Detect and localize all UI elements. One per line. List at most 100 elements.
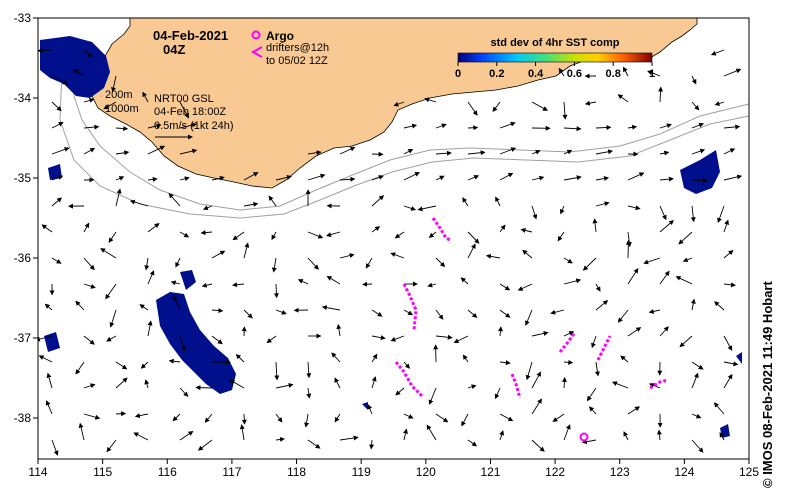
current-vector bbox=[243, 242, 250, 259]
current-vector bbox=[75, 300, 85, 311]
current-vector bbox=[690, 205, 696, 223]
current-vector bbox=[197, 439, 213, 451]
current-vector bbox=[714, 101, 725, 106]
current-vector bbox=[232, 282, 245, 288]
current-vector bbox=[595, 176, 609, 181]
current-vector bbox=[595, 283, 601, 292]
current-vector bbox=[179, 176, 190, 182]
drifter-track bbox=[558, 331, 577, 353]
y-tick-label: -33 bbox=[14, 11, 32, 25]
current-vector bbox=[403, 428, 408, 441]
current-vector bbox=[106, 439, 117, 453]
current-vector bbox=[371, 226, 381, 233]
current-vector bbox=[72, 68, 85, 77]
current-vector bbox=[485, 253, 501, 259]
current-vector bbox=[558, 67, 565, 77]
current-vector bbox=[617, 309, 629, 323]
current-vector bbox=[428, 387, 437, 405]
current-vector bbox=[307, 257, 319, 270]
current-vector bbox=[334, 413, 341, 423]
current-vector bbox=[659, 219, 674, 233]
current-vector bbox=[581, 439, 597, 445]
current-vector bbox=[115, 150, 130, 156]
current-vector bbox=[499, 121, 516, 129]
contour-label-200m: 200m bbox=[105, 89, 133, 101]
current-vector bbox=[557, 231, 565, 242]
current-vector bbox=[462, 354, 469, 363]
current-vector bbox=[211, 335, 223, 345]
current-vector bbox=[627, 268, 639, 285]
current-vector bbox=[531, 398, 542, 415]
current-vector bbox=[51, 439, 59, 456]
current-vector bbox=[435, 150, 452, 156]
x-tick-label: 120 bbox=[416, 465, 436, 479]
current-vector bbox=[592, 218, 598, 233]
current-vector bbox=[142, 91, 149, 103]
current-vector bbox=[106, 335, 117, 342]
current-vector bbox=[403, 309, 414, 316]
current-vector bbox=[83, 383, 96, 389]
current-vector bbox=[179, 231, 190, 238]
plot-frame bbox=[37, 17, 750, 460]
current-vector bbox=[620, 355, 629, 363]
current-vector bbox=[627, 124, 638, 130]
drifter-track bbox=[596, 335, 612, 361]
current-vector bbox=[271, 231, 277, 241]
current-vector bbox=[417, 205, 437, 212]
current-vector bbox=[179, 387, 189, 397]
current-vector bbox=[232, 231, 245, 241]
current-vector bbox=[306, 387, 312, 399]
current-vector bbox=[326, 231, 341, 238]
current-vector bbox=[682, 257, 693, 263]
current-vector bbox=[713, 402, 725, 415]
current-vector bbox=[424, 97, 437, 103]
current-vector bbox=[659, 270, 670, 285]
current-vector bbox=[656, 429, 662, 441]
current-vector bbox=[306, 361, 312, 379]
current-vector bbox=[83, 283, 96, 289]
current-vector bbox=[172, 413, 181, 422]
current-vector bbox=[723, 361, 739, 367]
current-vector bbox=[108, 231, 117, 243]
legend-argo: Argo bbox=[266, 29, 294, 43]
current-vector bbox=[525, 361, 533, 381]
colorbar-tick-label: 0.2 bbox=[489, 68, 504, 80]
current-vector bbox=[83, 148, 96, 155]
current-vector bbox=[659, 205, 667, 221]
current-vector bbox=[584, 100, 597, 106]
current-vector bbox=[83, 335, 95, 345]
current-vector bbox=[371, 376, 377, 389]
current-vector bbox=[552, 413, 565, 422]
current-vector bbox=[531, 101, 548, 111]
contour-label-1000m: 1000m bbox=[105, 103, 139, 115]
current-vector bbox=[51, 175, 64, 181]
current-vector bbox=[75, 361, 85, 375]
current-vector bbox=[691, 372, 699, 389]
current-vector bbox=[595, 149, 614, 155]
drifter-track bbox=[431, 217, 451, 242]
current-vector bbox=[675, 276, 693, 285]
current-vector bbox=[723, 335, 733, 351]
current-vector bbox=[45, 400, 53, 415]
current-vector bbox=[467, 231, 480, 244]
current-vector bbox=[38, 355, 53, 363]
current-vector bbox=[83, 413, 101, 420]
current-vector bbox=[427, 282, 437, 288]
current-vector bbox=[371, 175, 384, 181]
current-vector bbox=[435, 123, 447, 129]
current-vector bbox=[367, 404, 373, 415]
current-vector bbox=[563, 126, 582, 132]
current-vector bbox=[531, 371, 541, 389]
current-vector bbox=[531, 439, 545, 452]
current-vector bbox=[435, 175, 445, 181]
current-vector bbox=[243, 172, 259, 181]
current-vector bbox=[243, 309, 253, 319]
x-tick-label: 124 bbox=[674, 465, 694, 479]
argo-float bbox=[579, 432, 589, 442]
current-vector bbox=[563, 149, 573, 155]
current-vector bbox=[403, 205, 417, 211]
current-vector bbox=[691, 75, 697, 85]
current-vector bbox=[369, 439, 375, 450]
current-vector bbox=[201, 282, 213, 288]
current-vector bbox=[717, 205, 725, 224]
